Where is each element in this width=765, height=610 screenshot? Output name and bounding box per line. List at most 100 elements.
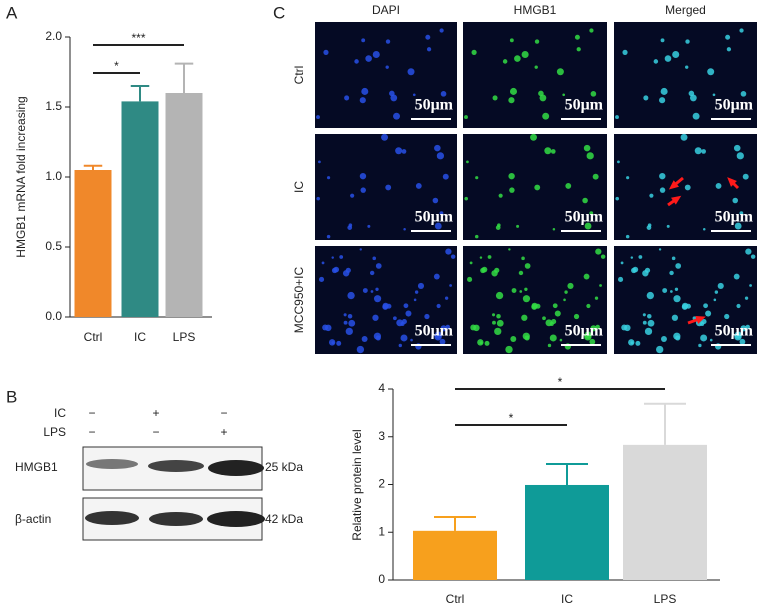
cell xyxy=(412,93,416,97)
cell xyxy=(370,290,374,293)
cell xyxy=(713,298,717,302)
cell xyxy=(316,115,320,119)
cell xyxy=(592,173,599,180)
cell xyxy=(662,288,668,293)
band xyxy=(86,459,138,469)
significance-label: * xyxy=(509,411,514,425)
cell xyxy=(381,133,389,141)
cell xyxy=(414,290,419,294)
cell xyxy=(449,284,453,287)
cell xyxy=(401,319,407,325)
cell xyxy=(497,223,501,227)
band xyxy=(85,511,139,525)
cell xyxy=(717,282,724,290)
cell xyxy=(415,183,422,189)
cell xyxy=(375,263,382,269)
blot-row-label: β-actin xyxy=(15,512,51,526)
bar xyxy=(413,530,497,580)
cell xyxy=(618,276,624,283)
bar xyxy=(623,444,707,580)
cell xyxy=(491,270,498,277)
cell xyxy=(671,314,679,321)
y-tick-label: 1 xyxy=(378,524,385,538)
cell xyxy=(700,334,708,342)
cell xyxy=(362,288,368,293)
y-tick-label: 1.0 xyxy=(45,169,62,183)
cell xyxy=(348,223,353,227)
scale-bar-label: 50μm xyxy=(565,209,604,226)
band xyxy=(207,511,265,527)
cell xyxy=(615,196,619,201)
cell xyxy=(692,112,700,120)
scale-bar-label: 50μm xyxy=(715,97,754,114)
cell xyxy=(739,211,744,216)
cell xyxy=(672,50,680,59)
scale-bar-label: 50μm xyxy=(715,323,754,340)
cell xyxy=(425,34,431,40)
cell xyxy=(707,68,715,76)
cell xyxy=(673,295,681,303)
cell xyxy=(589,28,594,33)
cell xyxy=(407,68,415,76)
cell xyxy=(732,197,739,204)
panel-label: B xyxy=(6,387,17,406)
cell xyxy=(562,93,566,97)
cell xyxy=(724,313,730,320)
cell xyxy=(681,303,688,310)
micrograph xyxy=(614,22,757,128)
cell xyxy=(511,288,517,293)
cell xyxy=(345,327,353,336)
cell xyxy=(739,28,744,33)
cell xyxy=(659,187,666,193)
cell xyxy=(589,211,594,216)
cell xyxy=(396,319,404,327)
cell xyxy=(552,303,558,309)
cell xyxy=(390,94,398,102)
cell xyxy=(625,234,630,239)
cell xyxy=(514,55,521,62)
cell xyxy=(350,193,355,198)
column-header: DAPI xyxy=(372,3,400,17)
cell xyxy=(434,331,442,339)
cell xyxy=(344,95,350,101)
arrow-head xyxy=(668,180,679,190)
cell xyxy=(714,290,719,294)
cell xyxy=(644,327,653,336)
cell xyxy=(680,133,688,141)
cell xyxy=(615,115,619,119)
cell xyxy=(519,290,523,293)
cell xyxy=(492,320,496,325)
cell xyxy=(666,224,670,228)
cell xyxy=(321,261,325,265)
cell xyxy=(471,49,477,55)
cell xyxy=(354,59,359,64)
cell xyxy=(405,310,412,317)
error-bar xyxy=(174,62,194,93)
micrograph xyxy=(463,22,607,128)
condition-sign: + xyxy=(220,425,227,439)
cell xyxy=(395,147,403,155)
cell xyxy=(413,298,417,302)
condition-label: IC xyxy=(54,406,66,420)
cell xyxy=(554,310,561,317)
band xyxy=(208,460,264,476)
cell xyxy=(744,296,749,300)
x-tick-label: IC xyxy=(134,330,146,344)
cell xyxy=(628,339,635,346)
cell xyxy=(359,97,366,104)
cell xyxy=(658,248,662,251)
cell xyxy=(508,97,515,104)
cell xyxy=(382,303,389,310)
cell xyxy=(674,287,679,291)
condition-sign: − xyxy=(88,425,95,439)
cell xyxy=(733,273,740,280)
cell xyxy=(622,49,628,55)
cell xyxy=(749,284,752,287)
y-tick-label: 2 xyxy=(378,477,385,491)
cell xyxy=(660,87,668,95)
cell xyxy=(590,91,597,97)
cell xyxy=(509,187,515,193)
cell xyxy=(464,196,468,201)
cell xyxy=(343,320,348,325)
scale-bar-label: 50μm xyxy=(415,323,454,340)
